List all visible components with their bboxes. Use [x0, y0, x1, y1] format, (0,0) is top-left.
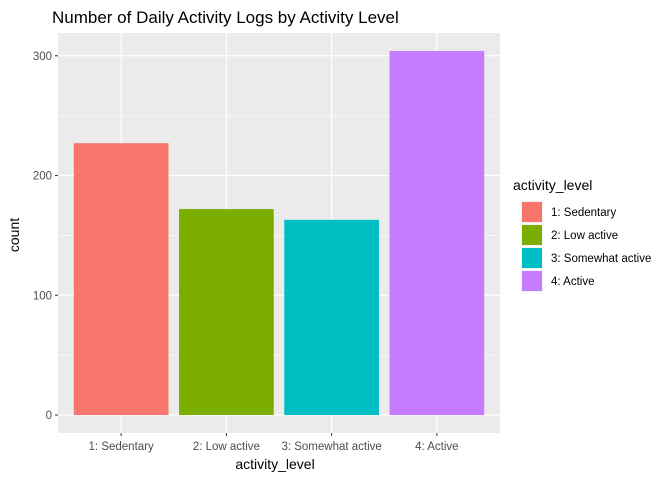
legend-swatch	[522, 225, 542, 245]
y-tick-label: 300	[33, 51, 52, 63]
legend-swatch	[522, 248, 542, 268]
bar	[73, 143, 169, 416]
y-tick-label: 100	[33, 290, 52, 302]
bar	[284, 219, 379, 416]
chart-title: Number of Daily Activity Logs by Activit…	[52, 8, 399, 27]
y-tick-label: 200	[33, 171, 52, 183]
bar	[389, 50, 485, 416]
y-axis-title: count	[6, 218, 22, 252]
x-tick-label: 2: Low active	[193, 441, 260, 453]
legend-label: 3: Somewhat active	[551, 253, 651, 265]
legend-label: 2: Low active	[551, 230, 618, 242]
bar	[179, 209, 274, 416]
legend-swatch	[522, 271, 542, 291]
legend-title: activity_level	[513, 177, 592, 193]
y-tick-label: 0	[46, 410, 52, 422]
legend: activity_level 1: Sedentary 2: Low active…	[513, 177, 651, 292]
legend-label: 1: Sedentary	[551, 207, 616, 219]
x-axis: 1: Sedentary 2: Low active 3: Somewhat act…	[89, 433, 459, 453]
x-tick-label: 4: Active	[415, 441, 458, 453]
x-tick-label: 1: Sedentary	[89, 441, 154, 453]
y-axis: 0 100 200 300	[33, 51, 58, 422]
x-tick-label: 3: Somewhat active	[281, 441, 381, 453]
legend-swatch	[522, 202, 542, 222]
plot-panel	[58, 33, 500, 433]
legend-label: 4: Active	[551, 276, 594, 288]
x-axis-title: activity_level	[235, 456, 314, 472]
